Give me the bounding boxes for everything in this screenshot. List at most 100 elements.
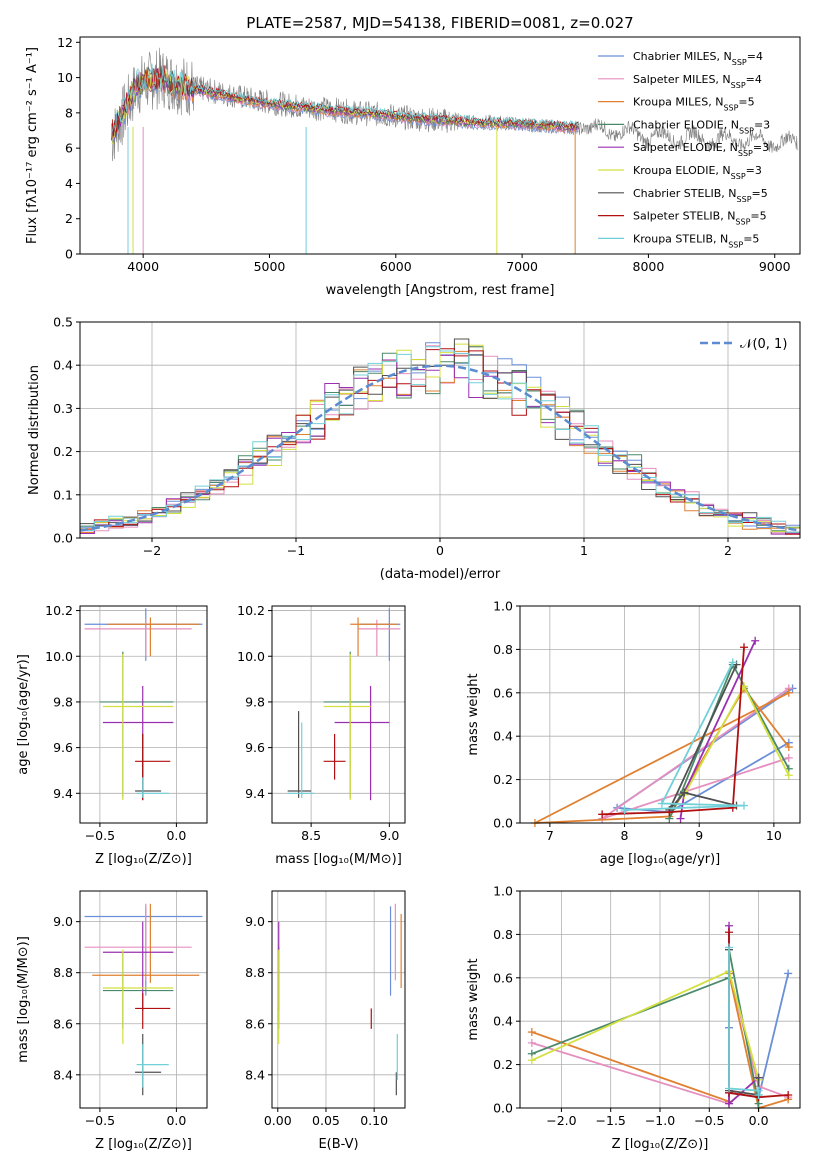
y-tick-label: 9.8 xyxy=(53,694,73,709)
y-tick-label: 8.6 xyxy=(245,1016,265,1031)
y-tick-label: 0.2 xyxy=(53,444,73,459)
y-tick-label: 9.6 xyxy=(245,740,265,755)
age_vs_Z-errorbars xyxy=(84,608,203,801)
gaussian-curve xyxy=(79,364,801,532)
y-tick-label: 9.6 xyxy=(53,740,73,755)
age_vs_mass-xlabel: mass [log₁₀(M/M⊙)] xyxy=(275,852,402,867)
weight-marker xyxy=(754,1073,763,1082)
mass_vs_Z-frame xyxy=(79,890,208,1109)
y-tick-label: 9.0 xyxy=(53,914,73,929)
weight-marker xyxy=(754,1090,763,1099)
x-tick-label: 7000 xyxy=(506,259,538,274)
x-tick-label: −0.5 xyxy=(694,1113,724,1128)
x-tick-label: 7 xyxy=(546,828,554,843)
y-tick-label: 0.5 xyxy=(53,315,73,330)
legend-entry: Salpeter MILES, NSSP=4 xyxy=(633,73,762,90)
spectrum-frame xyxy=(79,36,801,255)
model-line-kroupa-stelib xyxy=(111,63,579,132)
weight-marker xyxy=(680,788,689,797)
x-tick-label: −2.0 xyxy=(546,1113,576,1128)
legend-entry: 𝒩(0, 1) xyxy=(740,337,787,352)
weight-marker xyxy=(725,928,734,937)
x-tick-label: 0.0 xyxy=(166,1113,186,1128)
y-tick-label: 0.6 xyxy=(493,970,513,985)
mass_vs_Z-axes xyxy=(80,891,207,1108)
x-tick-label: 0.00 xyxy=(264,1113,292,1128)
x-tick-label: 0.0 xyxy=(166,828,186,843)
mass_weight_vs_Z-xlabel: Z [log₁₀(Z/Z⊙)] xyxy=(612,1137,709,1152)
figure-title: PLATE=2587, MJD=54138, FIBERID=0081, z=0… xyxy=(246,14,633,32)
mass_vs_EBV-axes xyxy=(272,891,405,1108)
weight-marker xyxy=(725,1084,734,1093)
spectrum-xlabel: wavelength [Angstrom, rest frame] xyxy=(326,283,555,298)
y-tick-label: 10.2 xyxy=(237,603,265,618)
x-tick-label: 9 xyxy=(695,828,703,843)
y-tick-label: 0.0 xyxy=(53,531,73,546)
x-tick-label: −2 xyxy=(143,543,161,558)
mass_weight_vs_Z-lines xyxy=(527,921,793,1112)
weight-marker xyxy=(751,636,760,645)
age_vs_Z-frame xyxy=(79,605,208,824)
mass_weight_vs_age-xlabel: age [log₁₀(age/yr)] xyxy=(600,852,721,867)
y-tick-label: 9.4 xyxy=(245,786,265,801)
y-tick-label: 8.8 xyxy=(245,965,265,980)
y-tick-label: 0.8 xyxy=(493,642,513,657)
mass_vs_EBV-xlabel: E(B-V) xyxy=(318,1137,358,1152)
mass_vs_Z-ylabel: mass [log₁₀(M/M⊙)] xyxy=(16,936,31,1063)
age_vs_mass-frame xyxy=(271,605,406,824)
y-tick-label: 10.2 xyxy=(45,603,73,618)
mass_vs_Z-xlabel: Z [log₁₀(Z/Z⊙)] xyxy=(95,1137,192,1152)
weight-marker xyxy=(527,1038,536,1047)
mass_weight_vs_age-lines xyxy=(530,636,797,827)
x-tick-label: 8000 xyxy=(633,259,665,274)
legend-entry: Kroupa MILES, NSSP=5 xyxy=(633,96,755,113)
mass_weight_vs_age-frame xyxy=(519,605,801,824)
x-tick-label: 0 xyxy=(436,543,444,558)
legend-entry: Chabrier STELIB, NSSP=5 xyxy=(633,187,768,204)
weight-marker xyxy=(784,753,793,762)
y-tick-label: 0.2 xyxy=(493,772,513,787)
mass_vs_EBV-frame xyxy=(271,890,406,1109)
residuals-ylabel: Normed distribution xyxy=(27,365,42,495)
y-tick-label: 0.4 xyxy=(493,1014,513,1029)
x-tick-label: 4000 xyxy=(127,259,159,274)
x-tick-label: −1.5 xyxy=(596,1113,626,1128)
mass_weight_vs_Z-ylabel: mass weight xyxy=(466,958,481,1040)
y-tick-label: 0.6 xyxy=(493,685,513,700)
weight-marker xyxy=(665,808,674,817)
x-tick-label: 9.0 xyxy=(379,828,399,843)
y-tick-label: 8.8 xyxy=(53,965,73,980)
y-tick-label: 8.4 xyxy=(245,1067,265,1082)
weight-marker xyxy=(527,1028,536,1037)
weight-marker xyxy=(784,1090,793,1099)
y-tick-label: 10 xyxy=(57,70,73,85)
mass_weight_vs_age-ylabel: mass weight xyxy=(466,673,481,755)
y-tick-label: 6 xyxy=(65,141,73,156)
weight-line-kroupa-stelib xyxy=(624,661,745,811)
y-tick-label: 0.3 xyxy=(53,401,73,416)
x-tick-label: 0.10 xyxy=(360,1113,388,1128)
weight-marker xyxy=(620,805,629,814)
weight-line-chabrier-stelib xyxy=(668,664,738,811)
weight-marker xyxy=(527,1056,536,1065)
legend-entry: Chabrier MILES, NSSP=4 xyxy=(633,50,763,67)
age_vs_Z-ylabel: age [log₁₀(age/yr)] xyxy=(16,654,31,775)
y-tick-label: 1.0 xyxy=(493,599,513,614)
mass_vs_EBV-errorbars xyxy=(278,903,402,1096)
weight-marker xyxy=(598,810,607,819)
weight-marker xyxy=(784,688,793,697)
legend-entry: Kroupa ELODIE, NSSP=3 xyxy=(633,164,762,181)
legend-entry: Salpeter ELODIE, NSSP=3 xyxy=(633,141,769,158)
x-tick-label: −0.5 xyxy=(85,1113,115,1128)
x-tick-label: 1 xyxy=(580,543,588,558)
legend-entry: Chabrier ELODIE, NSSP=3 xyxy=(633,118,770,135)
x-tick-label: 0.05 xyxy=(312,1113,340,1128)
y-tick-label: 0 xyxy=(65,247,73,262)
y-tick-label: 12 xyxy=(57,35,73,50)
x-tick-label: 0.0 xyxy=(749,1113,769,1128)
x-tick-label: 6000 xyxy=(380,259,412,274)
weight-marker xyxy=(784,969,793,978)
weight-line-kroupa-elodie xyxy=(531,970,760,1081)
y-tick-label: 4 xyxy=(65,176,73,191)
